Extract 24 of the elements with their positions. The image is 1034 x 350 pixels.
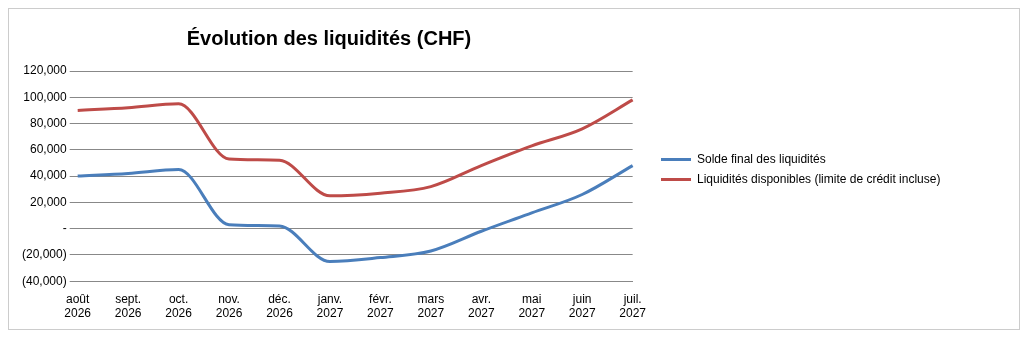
y-tick-label: 60,000 <box>29 142 68 157</box>
chart-title: Évolution des liquidités (CHF) <box>186 26 472 49</box>
x-tick-label: juin 2027 <box>568 291 596 321</box>
y-tick-label: 100,000 <box>23 89 68 104</box>
y-tick-label: (40,000) <box>21 273 67 288</box>
x-tick-label: avr. 2027 <box>467 291 495 321</box>
y-tick-label: 20,000 <box>29 194 68 209</box>
x-tick-label: déc. 2026 <box>266 291 294 321</box>
x-tick-label: août 2026 <box>64 291 92 321</box>
y-tick-label: 120,000 <box>23 63 68 78</box>
x-tick-label: mai 2027 <box>518 291 546 321</box>
y-tick-label: (20,000) <box>21 247 67 262</box>
legend-label: Liquidités disponibles (limite de crédit incluse) <box>697 172 941 186</box>
x-tick-label: juil. 2027 <box>619 291 647 321</box>
legend-label: Solde final des liquidités <box>697 152 826 166</box>
y-tick-label: 80,000 <box>29 115 68 130</box>
x-tick-label: nov. 2026 <box>215 291 243 321</box>
x-tick-label: sept. 2026 <box>114 291 142 321</box>
x-tick-label: oct. 2026 <box>165 291 193 321</box>
y-tick-label: 40,000 <box>29 168 68 183</box>
y-tick-label: - <box>62 220 67 235</box>
x-tick-label: mars 2027 <box>417 291 445 321</box>
x-tick-label: janv. 2027 <box>316 291 344 321</box>
x-tick-label: févr. 2027 <box>367 291 395 321</box>
